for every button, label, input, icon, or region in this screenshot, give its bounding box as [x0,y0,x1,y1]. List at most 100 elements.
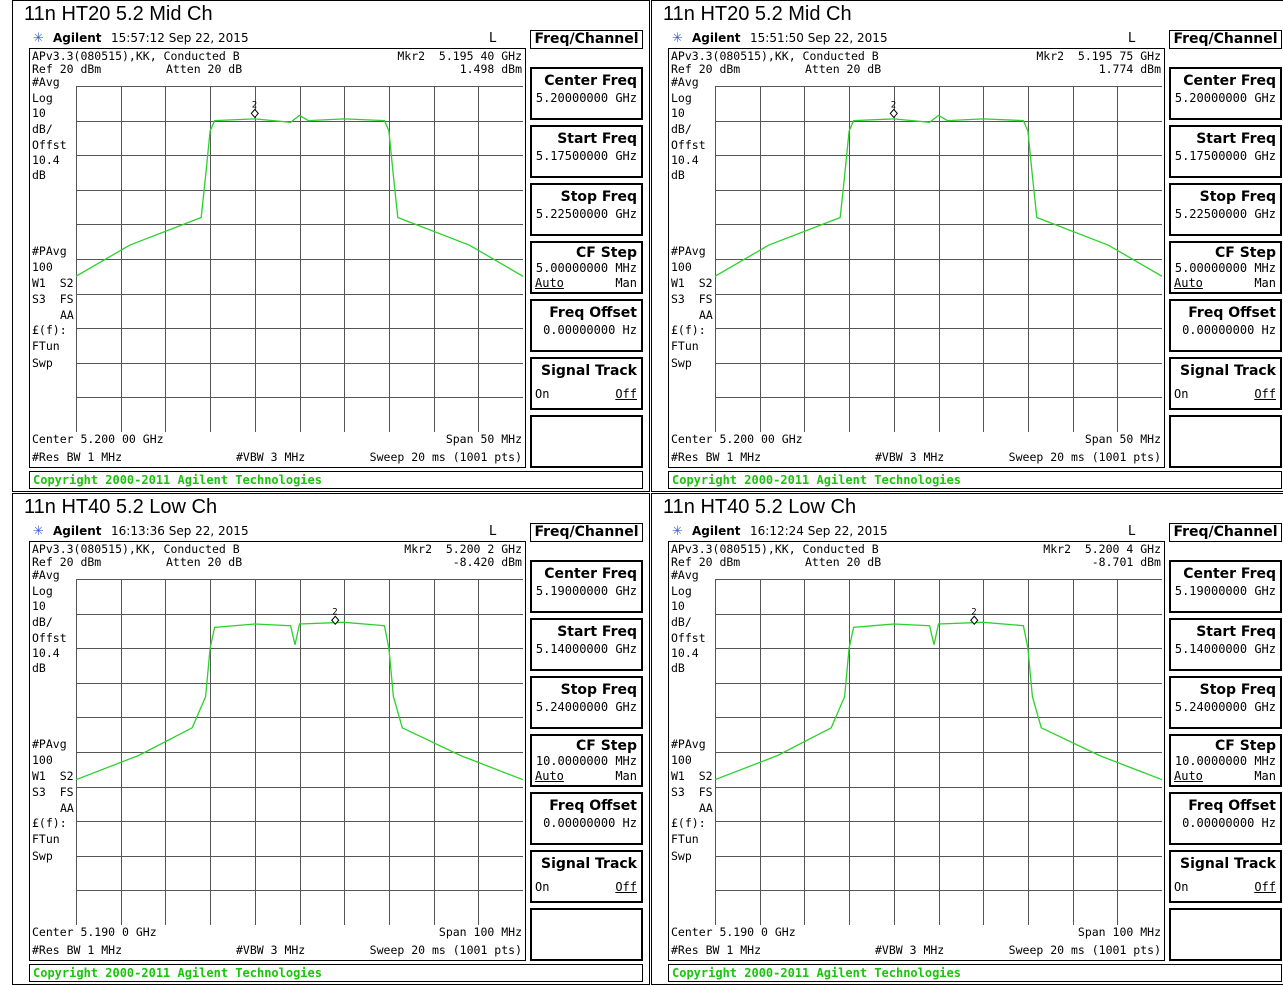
s3-fs-label: S3 FS [32,785,74,799]
signal-track-key[interactable]: Signal Track On Off [530,850,643,903]
cf-step-key[interactable]: CF Step 5.00000000 MHz Auto Man [530,241,643,294]
menu-title: Freq/Channel [530,523,643,542]
freq-offset-key[interactable]: Freq Offset 0.00000000 Hz [1169,792,1282,845]
ftun-label: FTun [671,832,699,846]
timestamp: 16:12:24 Sep 22, 2015 [750,524,888,538]
cf-step-auto: Auto [535,276,564,290]
start-freq-key[interactable]: Start Freq 5.14000000 GHz [1169,618,1282,671]
spectrum-analyzer-screen: ✳ Agilent 15:57:12 Sep 22, 2015 L APv3.3… [29,30,643,490]
marker-diamond [970,615,979,626]
panel-caption: 11n HT20 5.2 Mid Ch [24,3,213,25]
cf-step-key[interactable]: CF Step 10.0000000 MHz Auto Man [530,734,643,787]
cf-step-key[interactable]: CF Step 5.00000000 MHz Auto Man [1169,241,1282,294]
center-freq-key[interactable]: Center Freq 5.19000000 GHz [530,560,643,613]
center-freq-key[interactable]: Center Freq 5.19000000 GHz [1169,560,1282,613]
title-line: APv3.3(080515),KK, Conducted B [671,49,879,63]
start-freq-key[interactable]: Start Freq 5.17500000 GHz [1169,125,1282,178]
start-freq-key[interactable]: Start Freq 5.17500000 GHz [530,125,643,178]
vbw: #VBW 3 MHz [875,943,945,957]
spectrum-plot: 2 [76,579,523,925]
res-bw: #Res BW 1 MHz [671,450,762,464]
blank-softkey[interactable] [1169,415,1282,468]
softkey-menu: Freq/Channel Center Freq 5.20000000 GHz … [530,30,643,490]
blank-softkey[interactable] [530,415,643,468]
ref-level: Ref 20 dBm [671,555,741,569]
res-bw: #Res BW 1 MHz [671,943,762,957]
panel-caption: 11n HT40 5.2 Low Ch [24,496,218,518]
offset-value: 10.4 [32,646,60,660]
scale-unit: dB/ [32,615,53,629]
spectrum-plot: 2 [715,579,1162,925]
log-label: Log [671,91,692,105]
start-freq-label: Start Freq [1196,624,1276,640]
w1-s2-label: W1 S2 [32,769,74,783]
span: Span 50 MHz [445,432,522,446]
brand-label: Agilent [692,524,741,538]
aa-label: AA [699,801,713,815]
w1-s2-label: W1 S2 [671,769,713,783]
cf-step-key[interactable]: CF Step 10.0000000 MHz Auto Man [1169,734,1282,787]
freq-offset-label: Freq Offset [549,305,637,321]
swp-label: Swp [671,849,692,863]
aa-label: AA [60,801,74,815]
spectrum-analyzer-screen: ✳ Agilent 16:13:36 Sep 22, 2015 L APv3.3… [29,523,643,983]
freq-offset-key[interactable]: Freq Offset 0.00000000 Hz [530,299,643,352]
signal-track-key[interactable]: Signal Track On Off [1169,850,1282,903]
aa-label: AA [60,308,74,322]
spectrum-trace [715,621,1162,781]
vbw: #VBW 3 MHz [236,450,306,464]
marker-number: 2 [332,607,337,617]
stop-freq-key[interactable]: Stop Freq 5.22500000 GHz [1169,183,1282,236]
status-bar: ✳ Agilent 16:12:24 Sep 22, 2015 L [668,523,1164,540]
blank-softkey[interactable] [530,908,643,961]
attenuation: Atten 20 dB [166,62,243,76]
start-freq-value: 5.14000000 GHz [535,642,637,656]
cf-step-label: CF Step [575,738,637,754]
softkey-menu: Freq/Channel Center Freq 5.20000000 GHz … [1169,30,1282,490]
center-freq-value: 5.20000000 GHz [535,91,637,105]
marker-readout: Mkr2 5.200 4 GHz [1043,542,1161,556]
signal-track-key[interactable]: Signal Track On Off [1169,357,1282,410]
cf-step-man: Man [1254,769,1276,783]
title-line: APv3.3(080515),KK, Conducted B [671,542,879,556]
offset-unit: dB [671,661,685,675]
stop-freq-key[interactable]: Stop Freq 5.24000000 GHz [1169,676,1282,729]
cf-step-value: 5.00000000 MHz [535,261,637,275]
timestamp: 15:51:50 Sep 22, 2015 [750,31,888,45]
graticule: 2 [715,579,1162,925]
pavg-value: 100 [671,260,692,274]
avg-label: #Avg [671,75,699,89]
cf-step-label: CF Step [575,245,637,261]
stop-freq-label: Stop Freq [1199,189,1276,205]
start-freq-key[interactable]: Start Freq 5.14000000 GHz [530,618,643,671]
center-freq-label: Center Freq [1183,73,1276,89]
marker-number: 2 [891,100,896,110]
blank-softkey[interactable] [1169,908,1282,961]
center-freq-key[interactable]: Center Freq 5.20000000 GHz [530,67,643,120]
pavg-value: 100 [671,753,692,767]
sweep-time: Sweep 20 ms (1001 pts) [369,943,522,957]
freq-offset-key[interactable]: Freq Offset 0.00000000 Hz [1169,299,1282,352]
menu-title: Freq/Channel [1169,523,1282,542]
agilent-star-icon: ✳ [672,31,683,46]
start-freq-label: Start Freq [1196,131,1276,147]
cf-step-value: 10.0000000 MHz [535,754,637,768]
lf-label: £(f): [32,323,67,337]
avg-label: #Avg [671,568,699,582]
signal-track-key[interactable]: Signal Track On Off [530,357,643,410]
stop-freq-key[interactable]: Stop Freq 5.22500000 GHz [530,183,643,236]
stop-freq-value: 5.22500000 GHz [1174,207,1276,221]
center-freq-key[interactable]: Center Freq 5.20000000 GHz [1169,67,1282,120]
freq-offset-key[interactable]: Freq Offset 0.00000000 Hz [530,792,643,845]
marker-readout: Mkr2 5.200 2 GHz [404,542,522,556]
swp-label: Swp [671,356,692,370]
offset-unit: dB [671,168,685,182]
measurement-cell: 11n HT20 5.2 Mid Ch ✳ Agilent 15:57:12 S… [12,0,650,492]
signal-track-label: Signal Track [1180,856,1276,872]
ref-level: Ref 20 dBm [32,62,102,76]
trace-display: APv3.3(080515),KK, Conducted B Mkr2 5.19… [29,48,526,468]
stop-freq-key[interactable]: Stop Freq 5.24000000 GHz [530,676,643,729]
sweep-time: Sweep 20 ms (1001 pts) [1008,943,1161,957]
marker-number: 2 [252,100,257,110]
scale-value: 10 [671,599,685,613]
